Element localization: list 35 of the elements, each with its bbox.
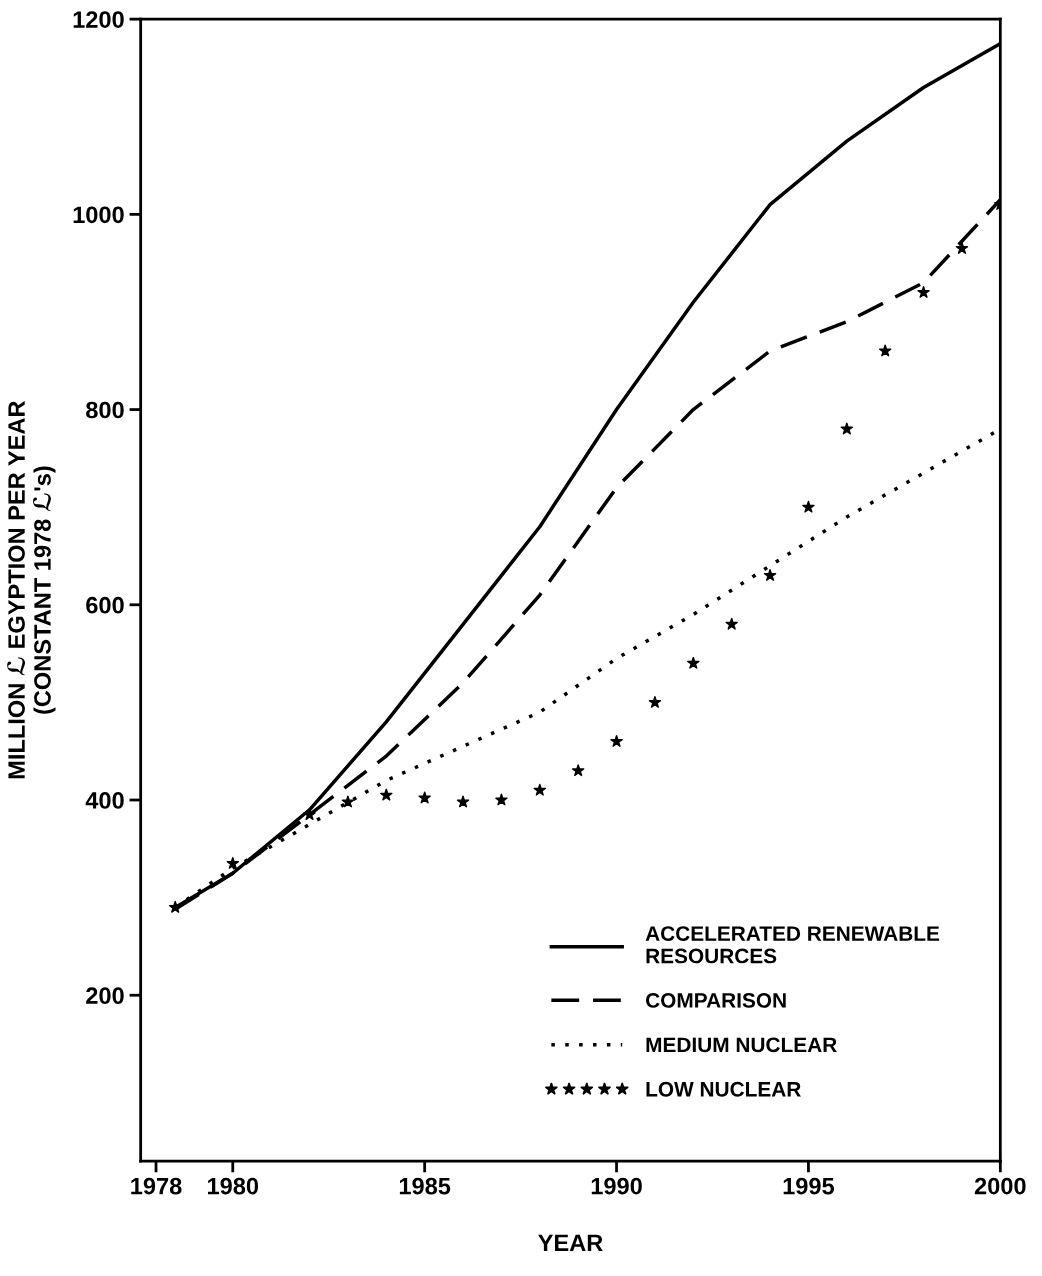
y-axis-title: MILLION ℒ EGYPTION PER YEAR (CONSTANT 1978 ℒ's) <box>7 401 56 779</box>
legend-label: ACCELERATED RENEWABLE RESOURCES <box>645 926 940 964</box>
x-tick-label: 1985 <box>399 1177 451 1195</box>
point <box>840 422 854 435</box>
point <box>533 783 547 796</box>
x-tick-label: 1978 <box>131 1177 182 1195</box>
point <box>687 656 700 669</box>
point <box>418 791 431 804</box>
y-tick-label: 600 <box>86 596 124 614</box>
y-tick-label: 800 <box>86 401 124 419</box>
y-tick-label: 400 <box>85 792 124 809</box>
y-tick-label: 1000 <box>73 206 124 224</box>
point <box>380 788 393 801</box>
y-tick-label: 200 <box>86 987 124 1005</box>
point <box>802 500 815 513</box>
x-tick-label: 2000 <box>974 1177 1026 1195</box>
legend-label: COMPARISON <box>645 993 786 1008</box>
point <box>917 285 930 298</box>
point <box>571 764 585 777</box>
x-tick-label: 1995 <box>783 1177 835 1195</box>
legend-label: MEDIUM NUCLEAR <box>646 1037 837 1053</box>
point <box>456 795 470 808</box>
point <box>341 795 355 808</box>
x-axis-title: YEAR <box>538 1234 603 1251</box>
point <box>648 695 662 708</box>
y-tick-label: 1200 <box>73 11 124 28</box>
x-tick-label: 1980 <box>208 1177 259 1195</box>
legend-label: LOW NUCLEAR <box>646 1081 801 1097</box>
point <box>878 344 892 357</box>
point <box>495 793 508 806</box>
x-tick-label: 1990 <box>591 1177 642 1195</box>
point <box>725 617 738 630</box>
point <box>610 734 623 747</box>
point <box>955 242 969 254</box>
point <box>763 569 777 581</box>
